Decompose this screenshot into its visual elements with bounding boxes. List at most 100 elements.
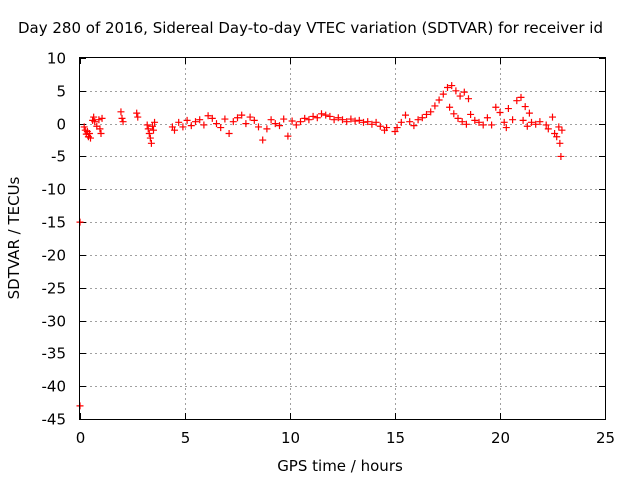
- data-point: [383, 124, 391, 132]
- data-point: [360, 118, 367, 126]
- data-point: [330, 116, 338, 124]
- data-point: [339, 116, 346, 124]
- data-point: [488, 121, 496, 129]
- data-point: [148, 122, 156, 130]
- x-tick-label: 15: [386, 429, 405, 447]
- data-point: [544, 125, 552, 133]
- data-point: [519, 116, 527, 124]
- data-point: [439, 90, 447, 98]
- x-tick-label: 20: [491, 429, 510, 447]
- data-point: [517, 93, 525, 101]
- chart-title: Day 280 of 2016, Sidereal Day-to-day VTE…: [18, 19, 603, 37]
- data-point: [465, 95, 472, 103]
- data-point: [326, 112, 334, 120]
- data-point: [355, 116, 363, 124]
- y-axis-label: SDTVAR / TECUs: [5, 176, 23, 299]
- y-tick-label: 10: [47, 50, 66, 68]
- y-tick-label: 5: [56, 83, 66, 101]
- data-point: [134, 113, 142, 121]
- data-point: [143, 121, 151, 129]
- data-point: [502, 124, 510, 132]
- data-point: [144, 125, 152, 133]
- data-point: [288, 117, 296, 125]
- data-point: [402, 111, 409, 119]
- data-point: [471, 116, 479, 124]
- data-point: [95, 116, 103, 124]
- data-point: [500, 118, 508, 126]
- data-point: [423, 110, 430, 118]
- y-tick-label: 0: [56, 116, 66, 134]
- y-tick-label: -30: [42, 313, 67, 331]
- data-point: [145, 129, 153, 137]
- grid-lines: [80, 58, 605, 419]
- data-point: [147, 139, 155, 147]
- data-point: [221, 115, 229, 123]
- data-point: [208, 114, 216, 122]
- data-point: [523, 122, 531, 130]
- data-point: [444, 84, 451, 92]
- data-point: [242, 120, 250, 128]
- data-point: [509, 116, 517, 124]
- data-point: [204, 112, 212, 120]
- data-point: [225, 129, 233, 137]
- data-point: [284, 132, 292, 140]
- data-point: [179, 123, 187, 131]
- data-point: [549, 113, 556, 121]
- data-point: [525, 109, 533, 117]
- data-point: [513, 97, 521, 105]
- plot-frame: [79, 57, 606, 420]
- data-point: [406, 118, 414, 126]
- data-point: [532, 120, 540, 128]
- x-tick-label: 5: [181, 429, 191, 447]
- data-point: [119, 118, 127, 126]
- data-point: [521, 103, 529, 111]
- data-point: [351, 117, 359, 125]
- data-point: [460, 88, 468, 96]
- data-point: [462, 120, 470, 128]
- data-point: [183, 116, 191, 124]
- x-tick-label: 10: [281, 429, 300, 447]
- y-tick-label: -45: [42, 411, 67, 429]
- data-point: [192, 118, 199, 126]
- data-point: [322, 111, 330, 119]
- y-tick-label: -10: [42, 181, 67, 199]
- data-point: [496, 108, 504, 116]
- data-point: [504, 105, 512, 113]
- y-tick-label: -40: [42, 378, 67, 396]
- data-point: [364, 118, 372, 126]
- data-point: [391, 128, 399, 136]
- data-point: [187, 122, 195, 130]
- data-point: [454, 114, 462, 122]
- data-point: [435, 96, 443, 104]
- data-point: [150, 126, 157, 134]
- data-point: [200, 121, 208, 129]
- data-point: [347, 115, 355, 123]
- data-point: [305, 116, 313, 124]
- data-point: [246, 113, 254, 121]
- data-point: [427, 108, 435, 116]
- x-axis-label: GPS time / hours: [277, 457, 403, 475]
- x-tick-label: 0: [76, 429, 86, 447]
- data-point: [458, 118, 466, 126]
- data-point: [556, 139, 564, 147]
- data-point: [343, 118, 351, 126]
- data-point: [452, 87, 460, 95]
- data-point: [553, 133, 561, 141]
- data-point: [97, 129, 105, 137]
- data-point: [368, 120, 376, 128]
- data-point: [483, 114, 491, 122]
- data-point: [151, 118, 159, 126]
- data-point: [292, 121, 300, 129]
- data-point: [213, 120, 220, 128]
- data-point: [171, 126, 178, 134]
- data-point: [267, 116, 275, 124]
- data-point: [196, 116, 204, 124]
- data-point: [542, 121, 550, 129]
- data-point: [217, 124, 225, 132]
- data-point: [117, 108, 125, 116]
- data-point: [87, 134, 94, 142]
- data-point: [414, 116, 422, 124]
- y-tick-label: -35: [42, 345, 67, 363]
- data-point: [456, 92, 464, 100]
- data-point: [309, 112, 317, 120]
